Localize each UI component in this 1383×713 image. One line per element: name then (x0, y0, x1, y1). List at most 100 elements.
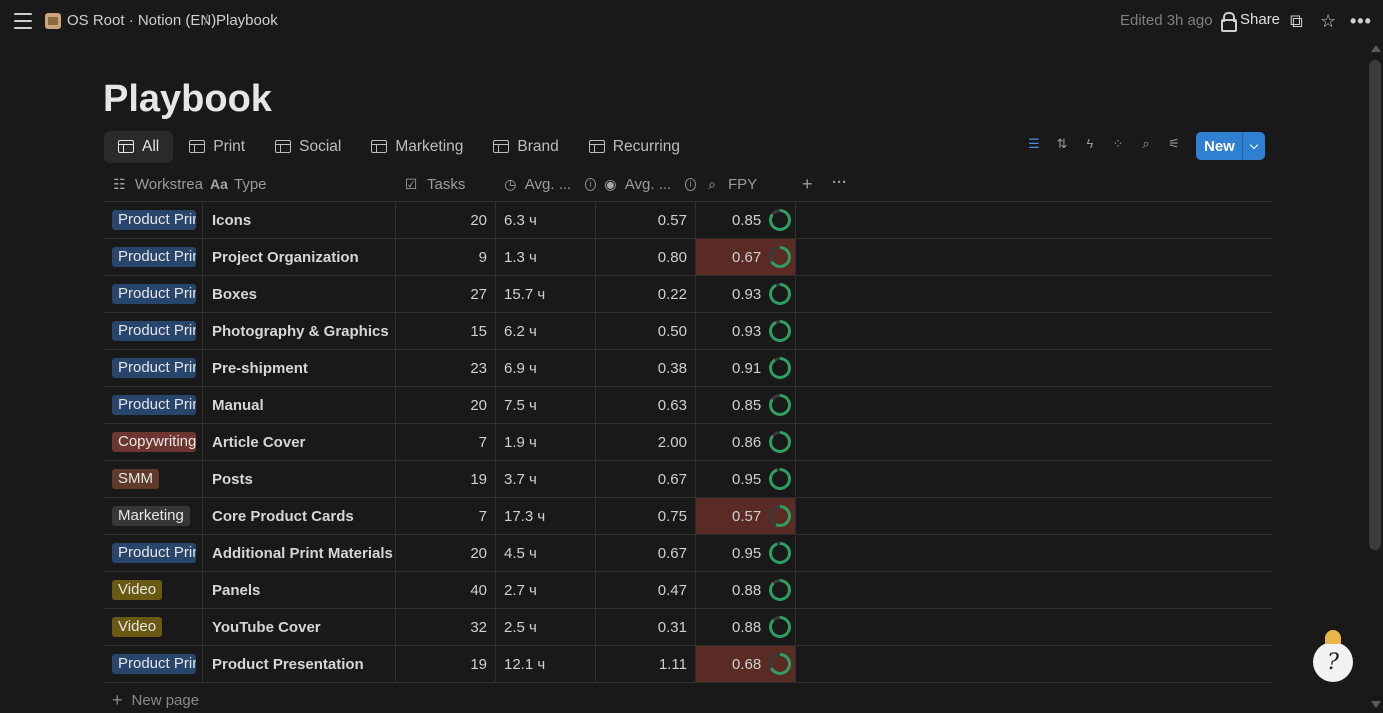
type-cell[interactable]: Product Presentation (203, 646, 396, 682)
copy-link-icon[interactable]: ⧉ (1290, 11, 1303, 31)
sidebar-toggle-icon[interactable] (14, 13, 32, 29)
workstream-cell[interactable]: Product Print (104, 239, 203, 275)
column-fpy[interactable]: ⌕ FPY (704, 167, 796, 201)
tab-print[interactable]: Print (175, 131, 259, 163)
fpy-value: 0.86 (732, 433, 762, 451)
settings-icon[interactable]: ⚟ (1168, 136, 1180, 151)
help-hat-icon (1325, 630, 1341, 644)
tab-marketing[interactable]: Marketing (357, 131, 477, 163)
table-icon (588, 140, 605, 153)
scroll-down-arrow-icon[interactable] (1371, 701, 1381, 708)
fpy-value: 0.85 (732, 211, 762, 229)
share-label: Share (1240, 11, 1281, 28)
tab-all[interactable]: All (104, 130, 174, 163)
workstream-cell[interactable]: Product Print (104, 313, 203, 349)
avg-hours-cell: 17.3 ч (496, 498, 596, 534)
workstream-cell[interactable]: Video (104, 609, 203, 645)
automation-icon[interactable]: ϟ (1086, 136, 1094, 151)
scrollbar-thumb[interactable] (1369, 60, 1381, 550)
workstream-cell[interactable]: Video (104, 572, 203, 608)
column-tasks[interactable]: ☑ Tasks (403, 167, 496, 201)
avg-cost-cell: 0.47 (596, 572, 696, 608)
column-workstream[interactable]: ☷ Workstrea (112, 167, 203, 201)
type-cell[interactable]: Manual (203, 387, 396, 423)
workstream-cell[interactable]: Product Print (104, 202, 203, 238)
type-cell[interactable]: Icons (203, 202, 396, 238)
workstream-cell[interactable]: Product Print (104, 535, 203, 571)
workstream-tag: Product Print (112, 247, 196, 267)
type-cell[interactable]: Core Product Cards (203, 498, 396, 534)
table-row[interactable]: Copywriting Article Cover 7 1.9 ч 2.00 0.86 (104, 424, 1272, 461)
table-header: ☷ Workstrea Aa Type ☑ Tasks ◷ Avg. ... i… (104, 167, 1272, 201)
type-cell[interactable]: Project Organization (203, 239, 396, 275)
tab-social[interactable]: Social (261, 131, 355, 163)
table-row[interactable]: Product Print Photography & Graphics156.2… (104, 313, 1272, 350)
avg-cost-cell: 0.67 (596, 535, 696, 571)
column-type[interactable]: Aa Type (210, 167, 396, 201)
info-icon[interactable]: i (685, 177, 696, 191)
table-row[interactable]: Product Print Additional Print Materials2… (104, 535, 1272, 572)
workstream-cell[interactable]: SMM (104, 461, 203, 497)
fpy-progress-ring (769, 246, 792, 268)
filter-icon[interactable]: ☰ (1028, 136, 1040, 151)
type-cell[interactable]: Photography & Graphics (203, 313, 396, 349)
text-icon: Aa (210, 176, 228, 192)
layout-icon[interactable]: ⁘ (1112, 136, 1124, 151)
info-icon[interactable]: i (585, 177, 596, 191)
tab-label: Recurring (612, 137, 680, 155)
new-page-button[interactable]: + New page (112, 690, 199, 711)
tab-brand[interactable]: Brand (479, 131, 572, 163)
help-button[interactable]: ? (1313, 642, 1353, 682)
workstream-cell[interactable]: Product Print (104, 350, 203, 386)
tasks-cell: 20 (396, 535, 496, 571)
fpy-cell: 0.88 (696, 572, 796, 608)
workstream-tag: Product Print (112, 321, 196, 341)
fpy-cell: 0.91 (696, 350, 796, 386)
chevron-down-icon[interactable] (1242, 132, 1265, 160)
column-avg-hours[interactable]: ◷ Avg. ... i (504, 167, 596, 201)
tab-recurring[interactable]: Recurring (575, 131, 694, 163)
fpy-cell: 0.88 (696, 609, 796, 645)
table-body: Product PrintIcons206.3 ч0.570.85Product… (104, 201, 1272, 683)
table-row[interactable]: Video YouTube Cover 32 2.5 ч 0.31 0.88 (104, 609, 1272, 646)
table-row[interactable]: Marketing Core Product Cards 7 17.3 ч 0.75 0.… (104, 498, 1272, 535)
share-button[interactable]: Share (1220, 11, 1281, 32)
workstream-cell[interactable]: Copywriting (104, 424, 203, 460)
fpy-progress-ring (769, 468, 792, 490)
workstream-cell[interactable]: Product Print (104, 276, 203, 312)
type-cell[interactable]: YouTube Cover (203, 609, 396, 645)
type-cell[interactable]: Pre-shipment (203, 350, 396, 386)
column-avg-cost[interactable]: ◉ Avg. ... i (604, 167, 696, 201)
workstream-tag: Product Print (112, 284, 196, 304)
more-icon[interactable]: ••• (1350, 11, 1372, 31)
type-cell[interactable]: Article Cover (203, 424, 396, 460)
tab-label: All (142, 137, 160, 155)
page-title[interactable]: Playbook (103, 78, 272, 120)
star-icon[interactable]: ☆ (1320, 11, 1337, 31)
type-cell[interactable]: Panels (203, 572, 396, 608)
table-row[interactable]: Video Panels 40 2.7 ч 0.47 0.88 (104, 572, 1272, 609)
breadcrumb-workspace[interactable]: OS Root · Notion (EN) (67, 12, 217, 29)
tasks-cell: 9 (396, 239, 496, 275)
scroll-up-arrow-icon[interactable] (1371, 45, 1381, 52)
workstream-cell[interactable]: Product Print (104, 646, 203, 682)
more-icon[interactable]: ··· (832, 174, 847, 191)
workstream-cell[interactable]: Marketing (104, 498, 203, 534)
breadcrumb-page[interactable]: Playbook (216, 12, 278, 29)
add-column-icon[interactable]: + (802, 174, 813, 194)
type-cell[interactable]: Posts (203, 461, 396, 497)
table-row[interactable]: Product Print Product Presentation1912.1 … (104, 646, 1272, 683)
type-cell[interactable]: Additional Print Materials (203, 535, 396, 571)
sort-icon[interactable]: ⇅ (1056, 136, 1068, 151)
search-icon[interactable]: ⌕ (1142, 136, 1150, 151)
view-tabs: All Print Social Marketing Brand Recurring (104, 130, 696, 163)
new-button[interactable]: New (1196, 132, 1265, 160)
table-row[interactable]: SMM Posts 19 3.7 ч 0.67 0.95 (104, 461, 1272, 498)
type-cell[interactable]: Boxes (203, 276, 396, 312)
workstream-cell[interactable]: Product Print (104, 387, 203, 423)
